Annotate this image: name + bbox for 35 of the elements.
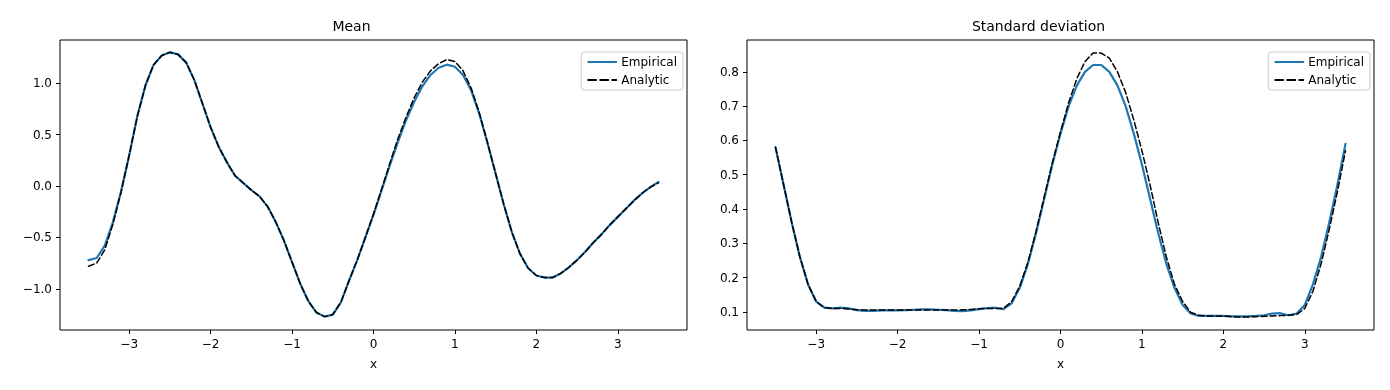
y-tick-label: 0.1	[719, 304, 739, 319]
y-tick-label: 0.8	[719, 64, 739, 79]
x-tick-label: −2	[201, 337, 220, 351]
x-tick-label: 1	[451, 337, 459, 351]
x-tick-label: −3	[120, 337, 139, 351]
legend-label: Empirical	[621, 55, 678, 69]
chart-title: Mean	[332, 18, 371, 34]
y-tick-label: 1.0	[32, 76, 52, 91]
y-tick-label: 0.4	[719, 202, 739, 216]
y-tick-label: 0.7	[719, 99, 739, 114]
chart-title: Standard deviation	[971, 18, 1106, 34]
y-tick-label: 0.6	[719, 133, 739, 148]
legend-label: Analytic	[1308, 73, 1357, 87]
y-tick-label: −1.0	[22, 281, 52, 296]
x-tick-label: −1	[970, 337, 988, 351]
x-axis-title: x	[369, 357, 378, 371]
x-tick-label: 2	[532, 337, 541, 351]
x-tick-label: 3	[613, 337, 622, 351]
x-tick-label: 3	[1300, 337, 1309, 351]
x-tick-label: 2	[1219, 337, 1228, 351]
x-tick-label: −2	[888, 337, 907, 351]
y-tick-label: 0.3	[719, 236, 739, 251]
x-tick-label: 0	[1056, 337, 1065, 351]
y-tick-label: 0.5	[32, 127, 52, 142]
y-tick-label: −0.5	[22, 230, 52, 245]
x-tick-label: −3	[807, 337, 826, 351]
y-tick-label: 0.5	[719, 167, 739, 182]
x-tick-label: 0	[369, 337, 378, 351]
x-tick-label: −1	[283, 337, 301, 351]
y-tick-label: 0.2	[719, 270, 739, 285]
legend-label: Analytic	[621, 73, 670, 87]
x-tick-label: 1	[1138, 337, 1146, 351]
y-tick-label: 0.0	[32, 179, 52, 194]
x-axis-title: x	[1056, 357, 1065, 371]
legend-label: Empirical	[1308, 55, 1365, 69]
